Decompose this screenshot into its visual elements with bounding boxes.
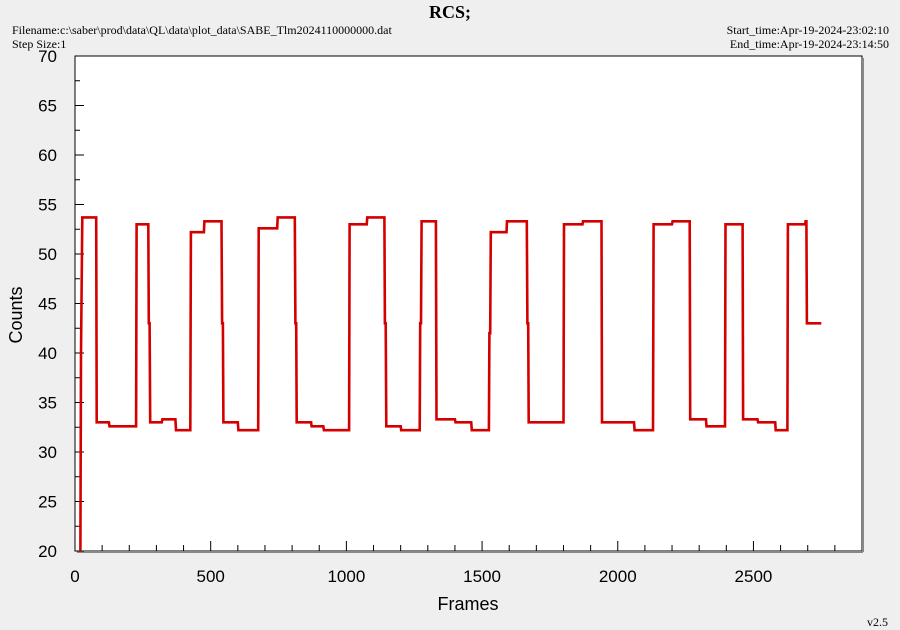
x-tick-label: 1000 (327, 567, 365, 586)
start-time-label: Start_time:Apr-19-2024-23:02:10 (726, 23, 889, 37)
plot-area (74, 55, 863, 552)
y-tick-label: 65 (38, 97, 57, 116)
y-tick-label: 20 (38, 542, 57, 561)
y-axis-title: Counts (6, 286, 26, 343)
chart-title: RCS; (428, 2, 471, 22)
y-tick-label: 35 (38, 394, 57, 413)
filename-label: Filename:c:\saber\prod\data\QL\data\plot… (12, 23, 392, 37)
y-tick-label: 45 (38, 295, 57, 314)
version-label: v2.5 (867, 615, 888, 629)
x-tick-label: 1500 (463, 567, 501, 586)
y-tick-label: 50 (38, 245, 57, 264)
x-tick-label: 0 (70, 567, 79, 586)
x-tick-label: 2000 (599, 567, 637, 586)
y-tick-label: 40 (38, 344, 57, 363)
end-time-label: End_time:Apr-19-2024-23:14:50 (729, 37, 889, 51)
x-tick-label: 2500 (735, 567, 773, 586)
step-size-label: Step Size:1 (12, 37, 67, 51)
y-tick-label: 70 (38, 47, 57, 66)
x-tick-label: 500 (197, 567, 225, 586)
x-axis-title: Frames (437, 594, 498, 614)
y-tick-label: 25 (38, 493, 57, 512)
y-tick-label: 30 (38, 443, 57, 462)
y-tick-label: 60 (38, 146, 57, 165)
y-tick-label: 55 (38, 196, 57, 215)
series-line (79, 216, 822, 552)
